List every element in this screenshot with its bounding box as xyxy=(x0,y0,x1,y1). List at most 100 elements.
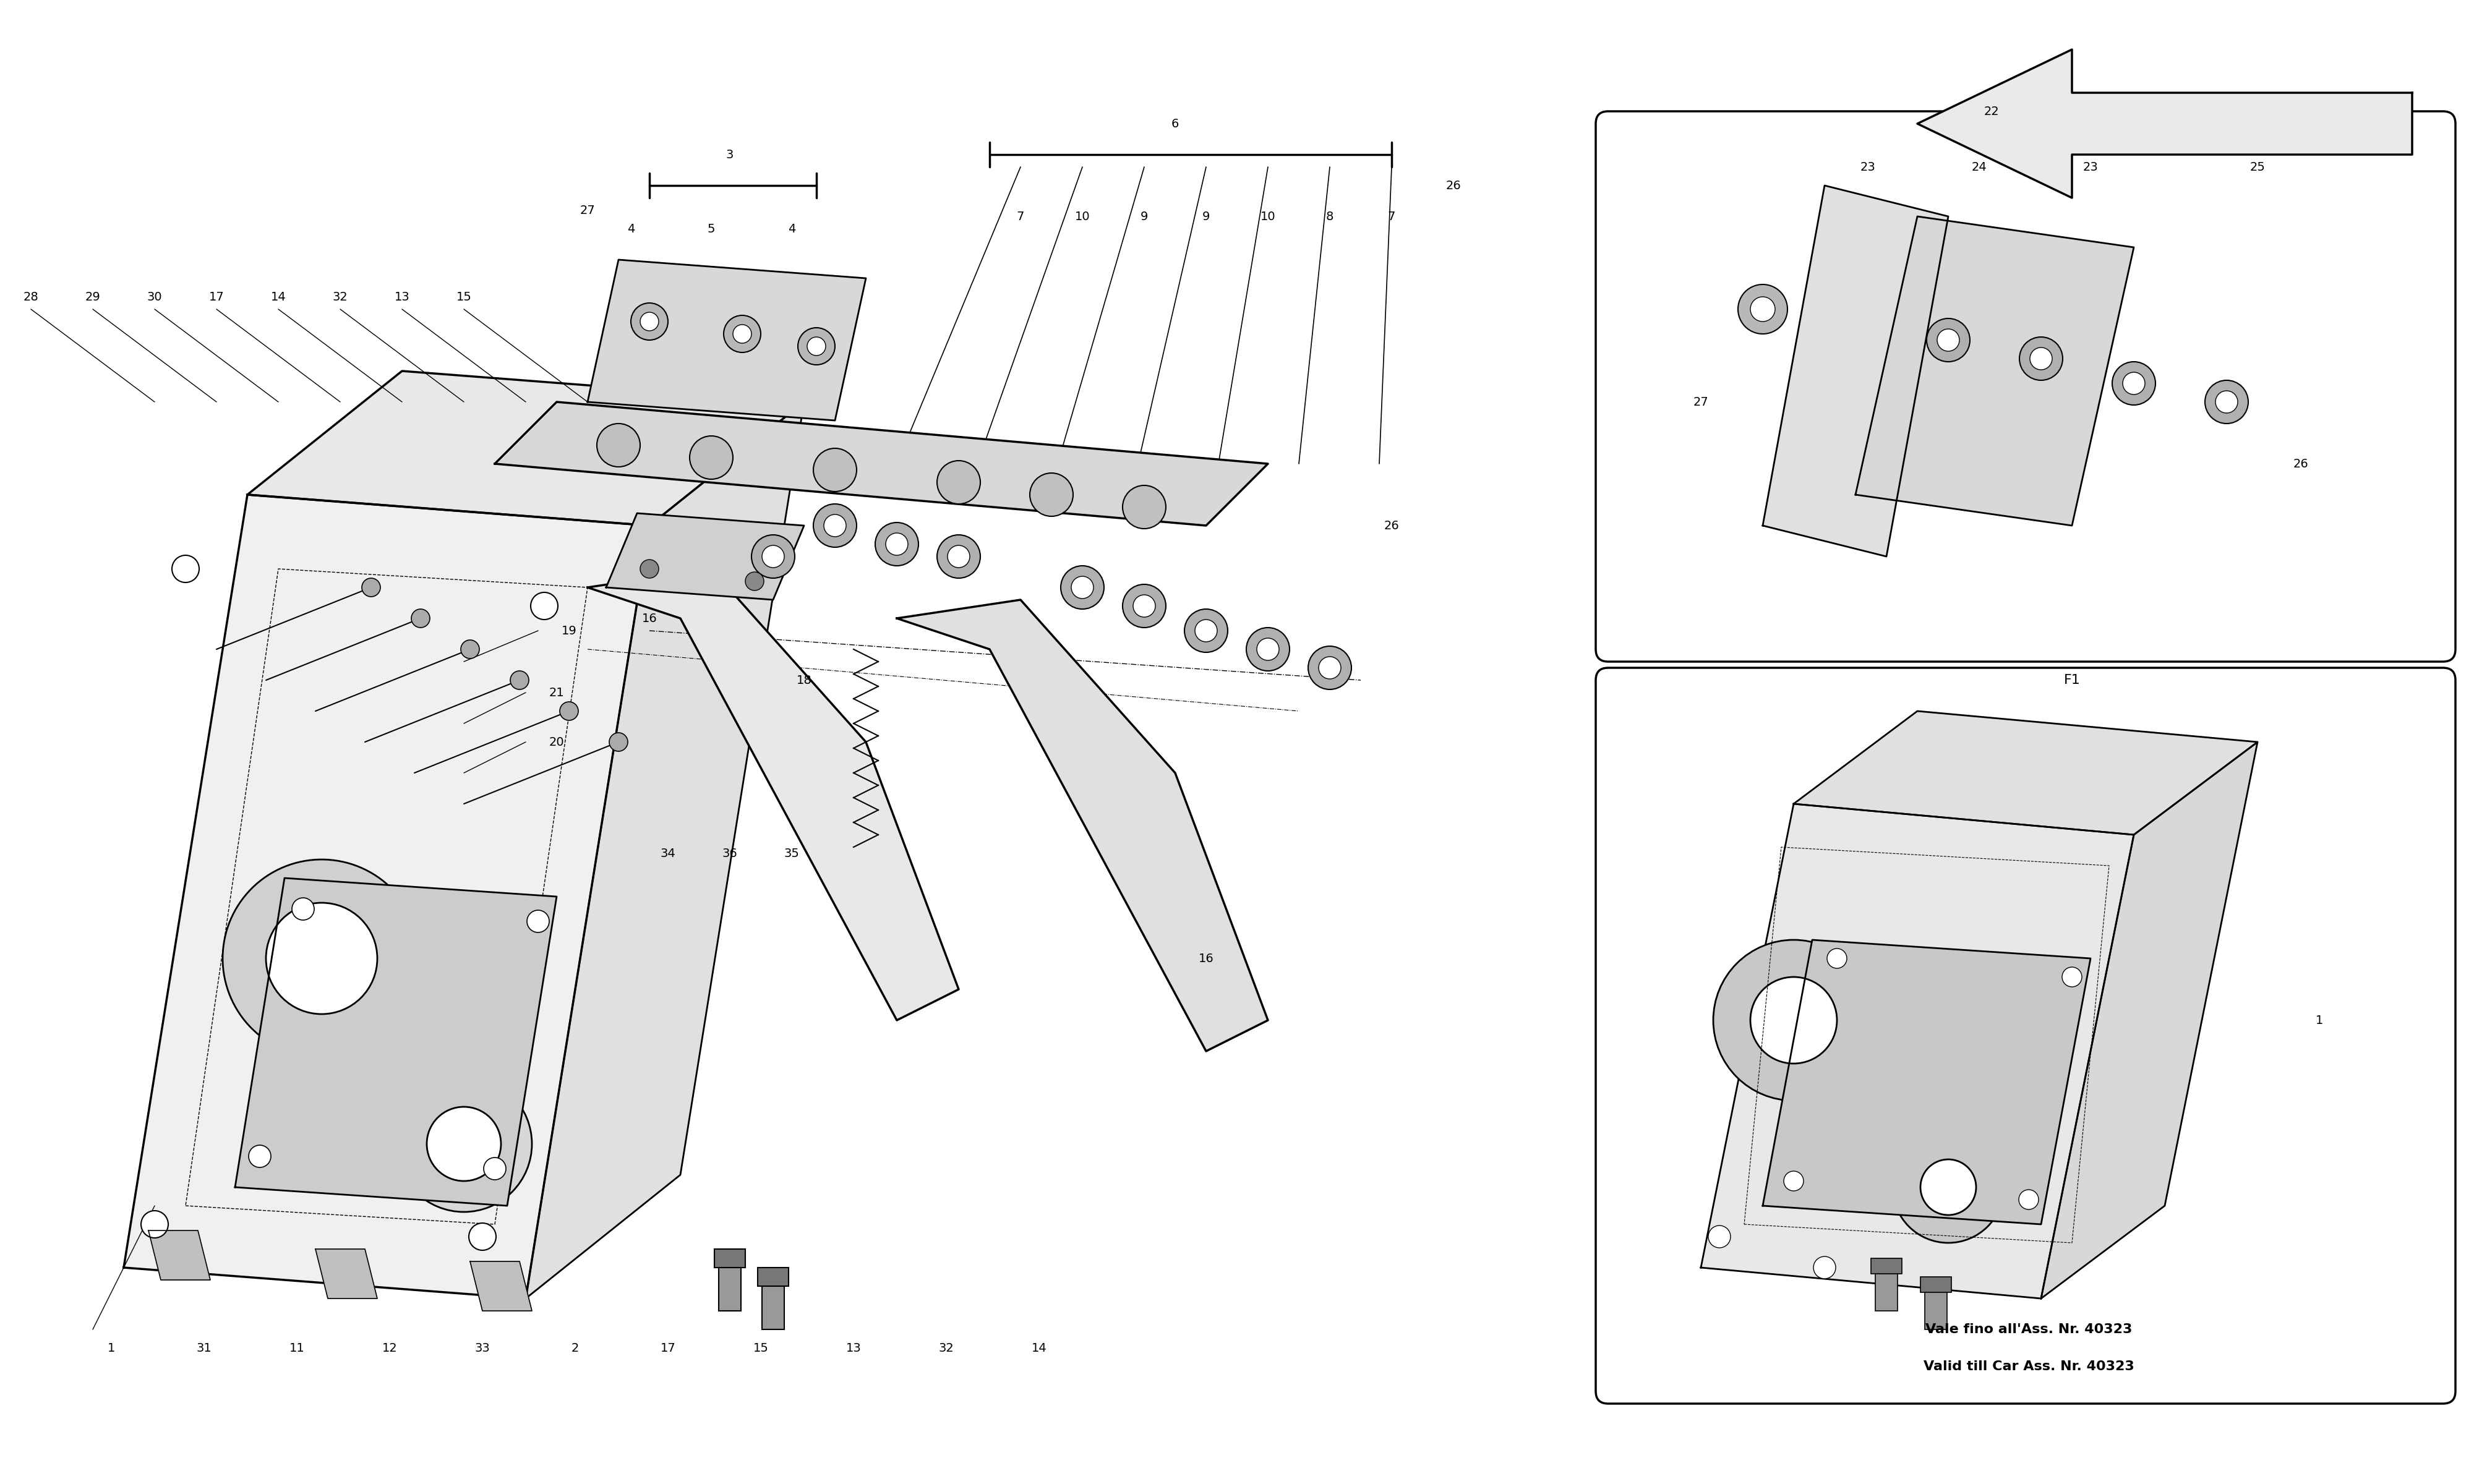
Text: 12: 12 xyxy=(381,1342,398,1353)
Circle shape xyxy=(1123,585,1165,628)
Circle shape xyxy=(1927,319,1969,362)
Circle shape xyxy=(814,505,856,548)
Circle shape xyxy=(470,1223,495,1250)
Circle shape xyxy=(1813,1257,1836,1279)
Circle shape xyxy=(173,555,198,582)
Text: 20: 20 xyxy=(549,736,564,748)
Circle shape xyxy=(559,702,579,720)
Circle shape xyxy=(2019,337,2063,380)
Text: 2: 2 xyxy=(571,1342,579,1353)
Text: 27: 27 xyxy=(579,205,596,217)
Circle shape xyxy=(1893,1131,2004,1244)
Text: 14: 14 xyxy=(1032,1342,1047,1353)
Circle shape xyxy=(938,534,980,579)
Text: 31: 31 xyxy=(195,1342,213,1353)
Circle shape xyxy=(807,337,826,356)
Circle shape xyxy=(2123,372,2145,395)
Circle shape xyxy=(223,859,421,1057)
Circle shape xyxy=(292,898,314,920)
Polygon shape xyxy=(606,513,804,600)
Text: 17: 17 xyxy=(208,291,225,303)
Circle shape xyxy=(2113,362,2155,405)
Text: 13: 13 xyxy=(393,291,411,303)
Text: 9: 9 xyxy=(1141,211,1148,223)
Circle shape xyxy=(1752,976,1836,1064)
Text: 35: 35 xyxy=(784,847,799,859)
Text: 4: 4 xyxy=(626,223,636,234)
Text: 1: 1 xyxy=(106,1342,116,1353)
Circle shape xyxy=(641,312,658,331)
Text: 28: 28 xyxy=(22,291,40,303)
Text: 11: 11 xyxy=(289,1342,304,1353)
Polygon shape xyxy=(1794,711,2256,834)
Circle shape xyxy=(948,545,970,567)
Circle shape xyxy=(1826,948,1846,968)
Polygon shape xyxy=(470,1261,532,1310)
Circle shape xyxy=(2063,968,2083,987)
Circle shape xyxy=(361,579,381,597)
Text: 10: 10 xyxy=(1259,211,1277,223)
Bar xyxy=(762,1279,784,1330)
Circle shape xyxy=(1195,620,1217,641)
Circle shape xyxy=(1937,329,1959,352)
Circle shape xyxy=(1309,646,1351,690)
Text: 26: 26 xyxy=(1445,180,1462,191)
Polygon shape xyxy=(317,1250,376,1298)
Circle shape xyxy=(1133,595,1155,617)
Circle shape xyxy=(1257,638,1279,660)
Circle shape xyxy=(732,325,752,343)
Polygon shape xyxy=(1917,49,2412,197)
Circle shape xyxy=(762,545,784,567)
Text: 36: 36 xyxy=(722,847,737,859)
Circle shape xyxy=(1061,565,1103,608)
Circle shape xyxy=(1712,939,1875,1101)
FancyBboxPatch shape xyxy=(1596,111,2457,662)
Polygon shape xyxy=(1702,804,2133,1298)
Polygon shape xyxy=(247,371,804,525)
Text: 17: 17 xyxy=(661,1342,675,1353)
Circle shape xyxy=(2217,390,2236,413)
Bar xyxy=(717,1261,742,1310)
Circle shape xyxy=(752,534,794,579)
Circle shape xyxy=(824,515,846,537)
Circle shape xyxy=(1707,1226,1732,1248)
Text: 16: 16 xyxy=(641,613,658,625)
Text: 4: 4 xyxy=(787,223,797,234)
Polygon shape xyxy=(148,1230,210,1279)
Text: 14: 14 xyxy=(270,291,287,303)
Polygon shape xyxy=(124,494,648,1298)
Polygon shape xyxy=(524,402,804,1298)
Text: 7: 7 xyxy=(1017,211,1024,223)
Circle shape xyxy=(411,608,430,628)
Circle shape xyxy=(1123,485,1165,528)
Text: 10: 10 xyxy=(1074,211,1091,223)
Circle shape xyxy=(596,423,641,467)
Polygon shape xyxy=(1761,186,1950,556)
Circle shape xyxy=(2019,1190,2039,1209)
Bar xyxy=(757,1267,789,1287)
Text: 23: 23 xyxy=(1860,162,1875,172)
Polygon shape xyxy=(495,402,1267,525)
Circle shape xyxy=(690,436,732,479)
Circle shape xyxy=(886,533,908,555)
Circle shape xyxy=(267,902,376,1014)
Text: 25: 25 xyxy=(2249,162,2266,172)
Text: 5: 5 xyxy=(708,223,715,234)
Circle shape xyxy=(428,1107,500,1181)
Text: 16: 16 xyxy=(1197,953,1215,965)
Text: 33: 33 xyxy=(475,1342,490,1353)
Text: Vale fino all'Ass. Nr. 40323: Vale fino all'Ass. Nr. 40323 xyxy=(1925,1324,2133,1336)
Text: 3: 3 xyxy=(725,148,735,160)
Text: 15: 15 xyxy=(455,291,473,303)
Polygon shape xyxy=(235,879,557,1205)
Circle shape xyxy=(1920,1159,1977,1215)
Text: 24: 24 xyxy=(1972,162,1987,172)
Text: Valid till Car Ass. Nr. 40323: Valid till Car Ass. Nr. 40323 xyxy=(1922,1361,2135,1373)
Polygon shape xyxy=(589,260,866,420)
Circle shape xyxy=(631,303,668,340)
Text: 30: 30 xyxy=(146,291,163,303)
Circle shape xyxy=(529,592,559,620)
Text: 34: 34 xyxy=(661,847,675,859)
Polygon shape xyxy=(2041,742,2256,1298)
Text: 29: 29 xyxy=(84,291,101,303)
